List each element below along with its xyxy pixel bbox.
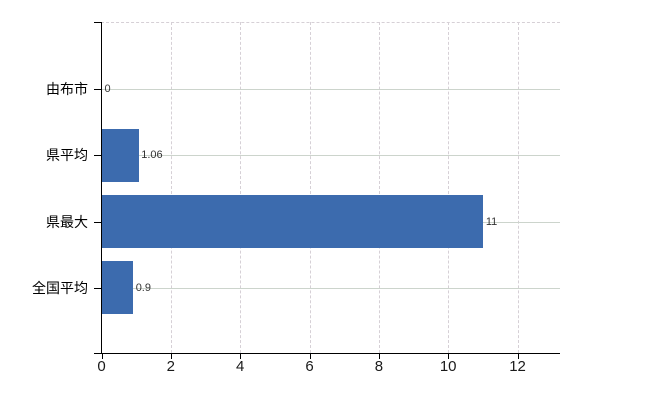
x-axis-tick-label: 4 — [236, 358, 245, 375]
x-axis-line — [94, 353, 560, 354]
category-label: 由布市 — [46, 81, 88, 97]
gridline-horizontal — [102, 287, 560, 289]
x-axis-tick — [517, 354, 519, 359]
x-axis-tick-label: 8 — [374, 358, 384, 375]
category-label: 県最大 — [46, 213, 88, 230]
x-axis-tick — [101, 354, 103, 359]
x-axis-tick — [170, 354, 172, 359]
category-label: 全国平均 — [32, 279, 88, 296]
y-axis-tick — [94, 22, 101, 23]
y-axis-tick — [94, 221, 101, 223]
value-label: 1.06 — [141, 149, 163, 162]
bar-2 — [102, 195, 484, 249]
value-label: 11 — [485, 215, 498, 228]
value-label: 0 — [104, 83, 111, 95]
plot-top-border — [101, 22, 560, 23]
y-axis-tick — [94, 287, 101, 289]
x-axis-tick — [378, 354, 380, 359]
y-axis-tick — [94, 89, 101, 90]
y-axis-tick — [94, 155, 101, 157]
gridline-vertical — [448, 22, 450, 353]
bar-1 — [102, 128, 139, 182]
gridline-vertical — [309, 22, 311, 353]
x-axis-tick-label: 0 — [97, 358, 106, 375]
x-axis-tick — [309, 354, 311, 359]
gridline-vertical — [170, 22, 172, 353]
gridline-vertical — [378, 22, 380, 353]
value-label: 0.9 — [135, 281, 151, 294]
x-axis-tick — [448, 354, 450, 359]
gridline-vertical — [517, 22, 519, 353]
x-axis-tick-label: 10 — [439, 358, 457, 375]
x-axis-tick-label: 2 — [166, 358, 175, 375]
bar-3 — [102, 261, 134, 315]
y-axis-line — [101, 22, 102, 353]
gridline-horizontal — [102, 155, 560, 157]
gridline-vertical — [240, 22, 242, 353]
gridline-horizontal — [102, 89, 560, 90]
x-axis-tick-label: 12 — [509, 358, 526, 375]
x-axis-tick-label: 6 — [305, 358, 314, 375]
category-label: 県平均 — [46, 147, 88, 164]
x-axis-tick — [240, 354, 242, 359]
